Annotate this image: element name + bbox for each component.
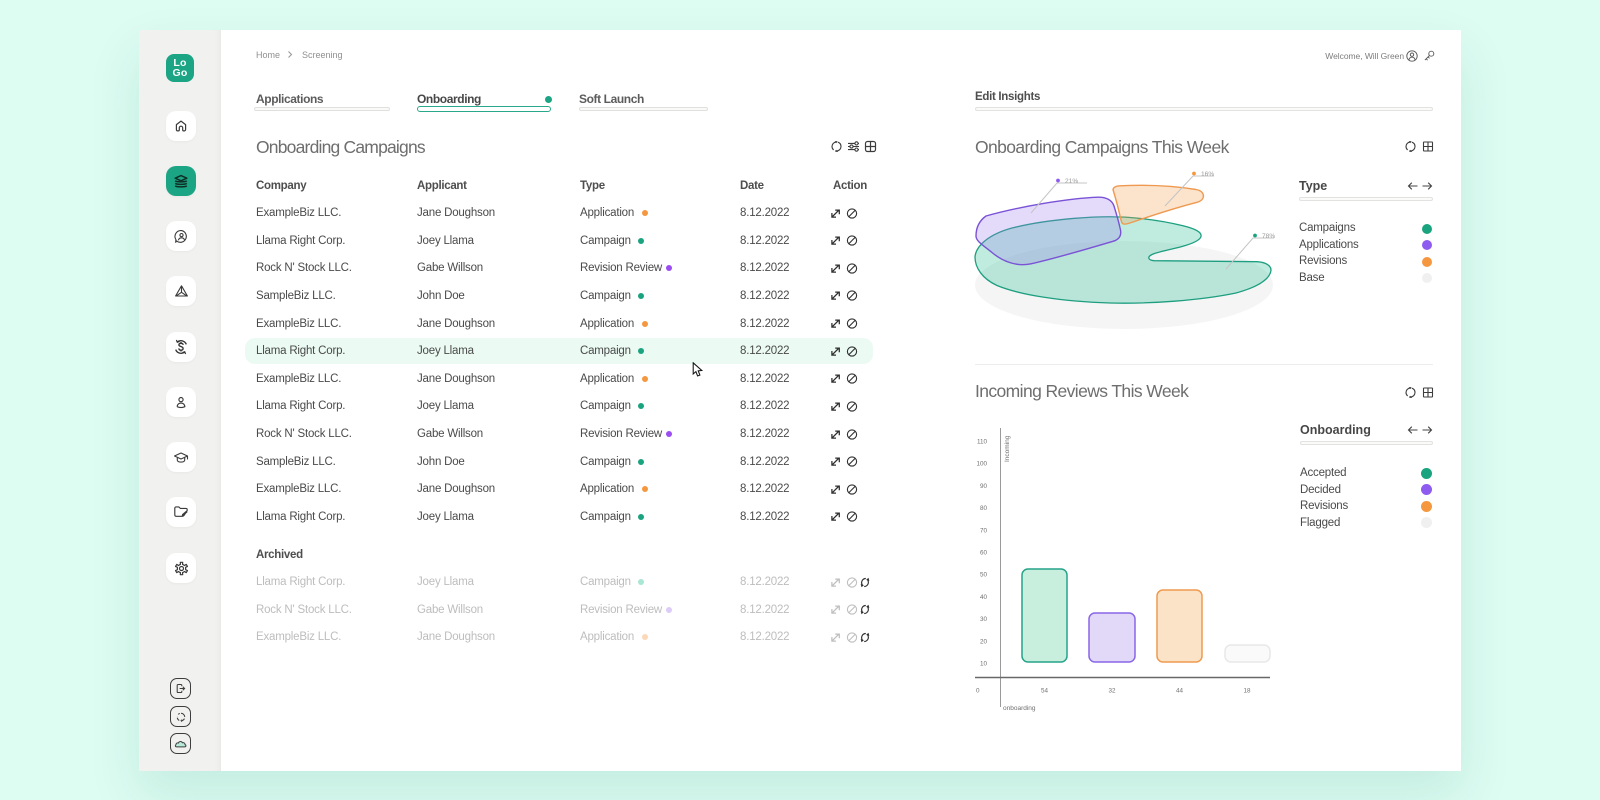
svg-text:32: 32 xyxy=(1108,688,1116,695)
svg-text:70: 70 xyxy=(980,527,988,534)
svg-text:40: 40 xyxy=(980,594,988,601)
svg-text:60: 60 xyxy=(980,550,988,557)
svg-text:50: 50 xyxy=(980,572,988,579)
svg-text:110: 110 xyxy=(977,439,988,446)
svg-text:18: 18 xyxy=(1243,688,1251,695)
svg-text:10: 10 xyxy=(980,661,988,668)
svg-text:Incoming: Incoming xyxy=(1004,435,1011,462)
svg-text:100: 100 xyxy=(976,461,987,468)
svg-text:30: 30 xyxy=(980,616,988,623)
svg-text:16%: 16% xyxy=(1201,171,1214,178)
svg-text:20: 20 xyxy=(980,638,988,645)
svg-text:onboarding: onboarding xyxy=(1003,705,1036,712)
svg-text:80: 80 xyxy=(980,505,988,512)
svg-text:0: 0 xyxy=(976,688,980,695)
svg-text:54: 54 xyxy=(1041,688,1049,695)
svg-text:21%: 21% xyxy=(1065,178,1078,185)
svg-text:90: 90 xyxy=(980,483,988,490)
svg-text:78%: 78% xyxy=(1262,233,1275,240)
svg-text:44: 44 xyxy=(1176,688,1184,695)
